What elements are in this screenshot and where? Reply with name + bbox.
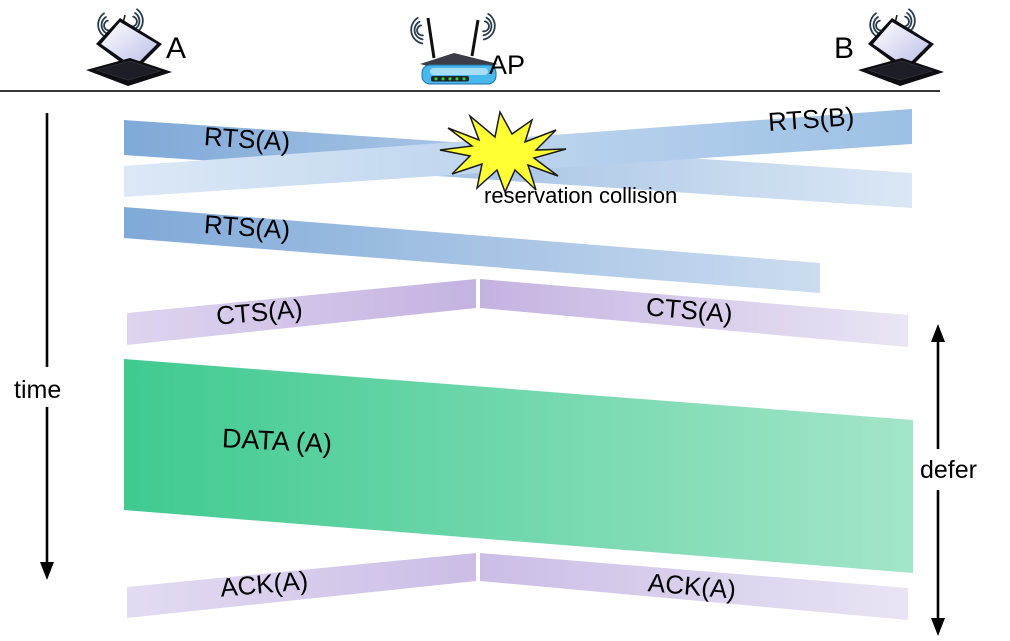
data-a-band [124,359,913,573]
collision-starburst-icon [439,109,567,194]
defer-label: defer [920,456,977,484]
rts-a-second-band [124,207,820,293]
time-axis-arrow [40,113,54,580]
rts-a-second-label: RTS(A) [203,209,292,245]
cts-a-right-label: CTS(A) [644,291,734,329]
cts-a-right-band [480,279,908,347]
time-axis-label: time [14,376,62,404]
rts-b-label: RTS(B) [767,101,856,137]
collision-caption: reservation collision [484,183,678,208]
rts-a-first-label: RTS(A) [203,121,292,157]
cts-a-left-band [127,279,476,345]
defer-span-arrow [931,324,945,636]
access-point-icon [409,14,498,84]
device-ap-label: AP [489,50,526,80]
ack-a-left-band [127,553,476,618]
device-a-label: A [166,32,187,65]
ack-a-right-band [480,553,908,620]
laptop-a-icon [86,9,172,86]
ack-a-right-label: ACK(A) [646,567,738,605]
device-b-label: B [834,32,855,65]
laptop-b-icon [858,9,944,86]
cts-a-left-label: CTS(A) [214,293,304,331]
data-a-label: DATA (A) [221,423,333,459]
ack-a-left-label: ACK(A) [218,565,310,603]
